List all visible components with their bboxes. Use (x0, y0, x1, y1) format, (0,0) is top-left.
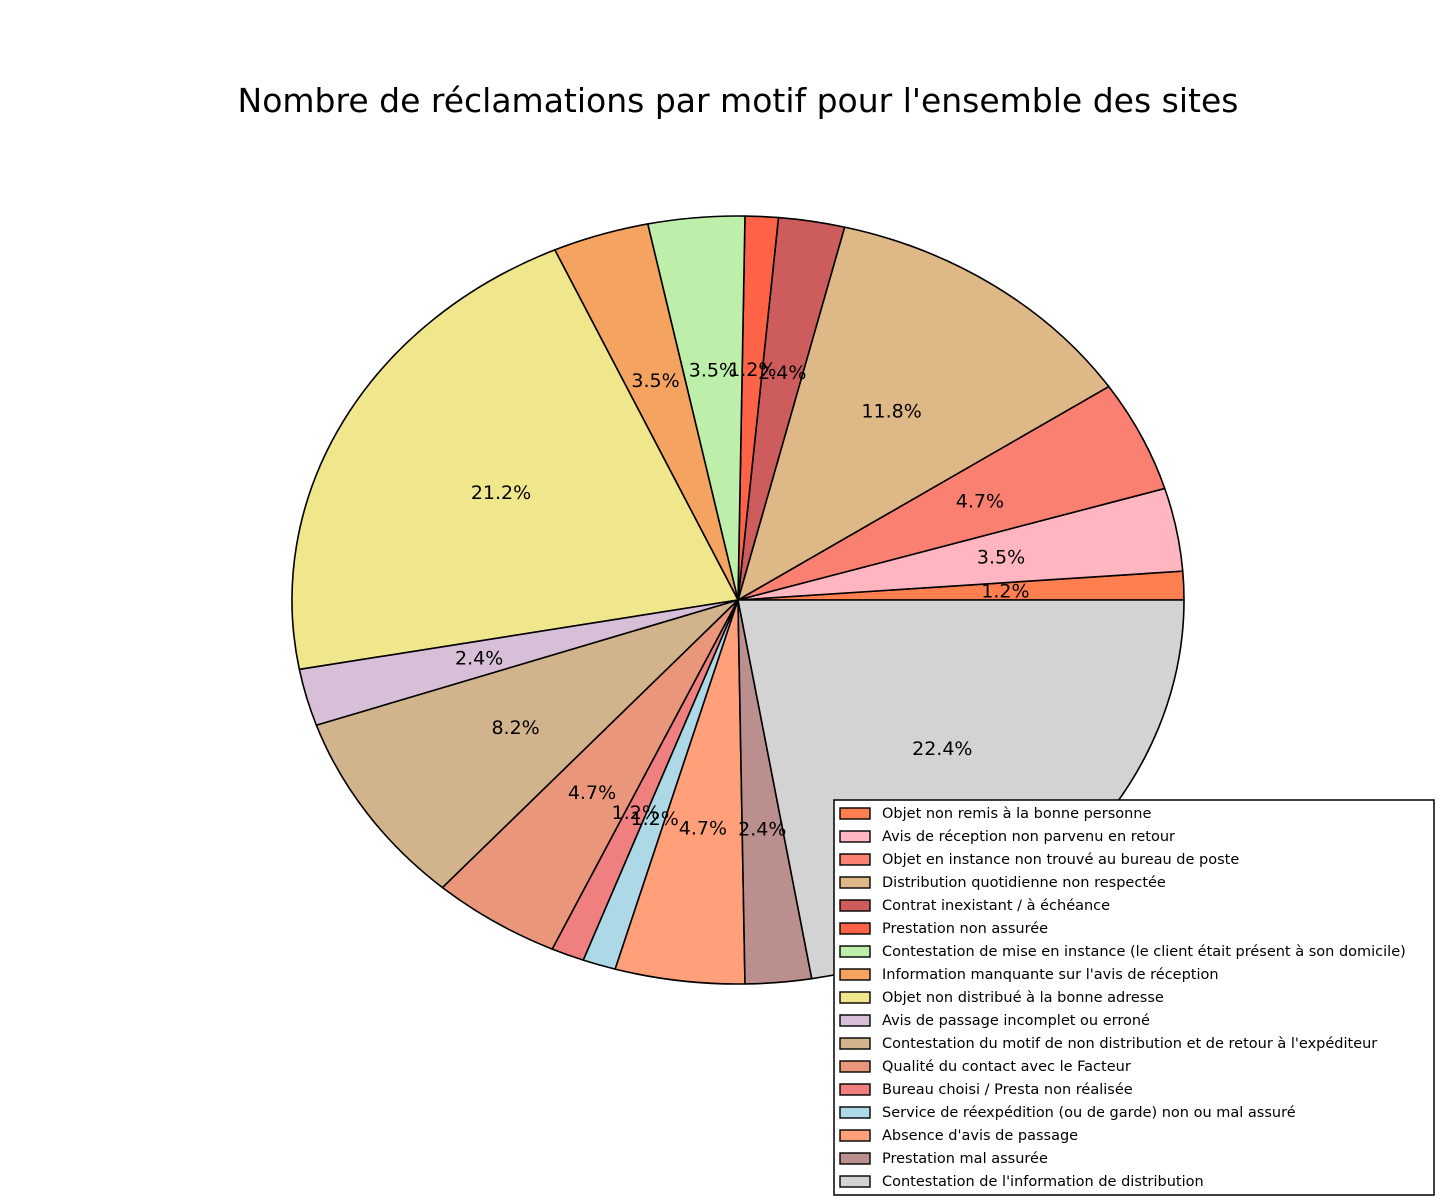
legend-label: Information manquante sur l'avis de réce… (882, 967, 1219, 983)
pie-percent-labels: 1.2%3.5%4.7%11.8%2.4%1.2%3.5%3.5%21.2%2.… (455, 359, 1029, 841)
legend-swatch (839, 899, 871, 912)
legend-swatch (839, 1106, 871, 1119)
slice-percent-label: 1.2% (612, 802, 660, 824)
slice-percent-label: 8.2% (491, 717, 539, 739)
legend-label: Service de réexpédition (ou de garde) no… (882, 1105, 1296, 1121)
legend-swatch (839, 1129, 871, 1142)
pie-slice (291, 249, 739, 671)
legend-swatch (839, 1175, 871, 1188)
legend-swatch (839, 830, 871, 843)
slice-percent-label: 4.7% (568, 782, 616, 804)
legend-items: Objet non remis à la bonne personne Avis … (839, 806, 1406, 1190)
slice-percent-label: 2.4% (455, 648, 503, 670)
legend-swatch (839, 968, 871, 981)
legend-label: Objet non remis à la bonne personne (882, 806, 1151, 822)
slice-percent-label: 2.4% (738, 818, 786, 840)
legend-label: Objet en instance non trouvé au bureau d… (882, 852, 1239, 868)
slice-percent-label: 3.5% (977, 547, 1025, 569)
legend-label: Contestation de mise en instance (le cli… (882, 944, 1406, 960)
legend-label: Prestation non assurée (882, 921, 1048, 937)
legend-label: Contestation de l'information de distrib… (882, 1174, 1204, 1190)
slice-percent-label: 3.5% (689, 360, 737, 382)
legend-swatch (839, 876, 871, 889)
slice-percent-label: 1.2% (728, 359, 776, 381)
slice-percent-label: 2.4% (758, 362, 806, 384)
slice-percent-label: 1.2% (981, 580, 1029, 602)
legend-label: Avis de réception non parvenu en retour (882, 829, 1175, 845)
legend-label: Distribution quotidienne non respectée (882, 875, 1166, 891)
chart-title: Nombre de réclamations par motif pour l'… (238, 81, 1239, 120)
legend-swatch (839, 1060, 871, 1073)
legend-label: Objet non distribué à la bonne adresse (882, 990, 1164, 1006)
pie-slice (315, 599, 739, 889)
legend-swatch (839, 945, 871, 958)
slice-percent-label: 4.7% (956, 490, 1004, 512)
legend-swatch (839, 1083, 871, 1096)
legend-swatch (839, 1037, 871, 1050)
slice-percent-label: 4.7% (679, 817, 727, 839)
pie-slices (291, 215, 1185, 985)
legend-label: Avis de passage incomplet ou erroné (882, 1013, 1150, 1029)
legend-label: Bureau choisi / Presta non réalisée (882, 1082, 1133, 1098)
slice-percent-label: 11.8% (861, 400, 921, 422)
slice-percent-label: 21.2% (471, 482, 531, 504)
slice-percent-label: 3.5% (631, 370, 679, 392)
legend-label: Contestation du motif de non distributio… (882, 1036, 1377, 1052)
legend-swatch (839, 922, 871, 935)
legend-swatch (839, 853, 871, 866)
legend-swatch (839, 1014, 871, 1027)
legend-box (833, 799, 1435, 1196)
legend: Objet non remis à la bonne personne Avis … (833, 799, 1435, 1196)
legend-swatch (839, 1152, 871, 1165)
legend-label: Absence d'avis de passage (882, 1128, 1078, 1144)
slice-percent-label: 1.2% (631, 808, 679, 830)
legend-swatch (839, 807, 871, 820)
legend-label: Qualité du contact avec le Facteur (882, 1059, 1131, 1075)
pie-slice (737, 226, 1110, 601)
slice-percent-label: 22.4% (912, 738, 972, 760)
legend-swatch (839, 991, 871, 1004)
legend-label: Contrat inexistant / à échéance (882, 898, 1110, 914)
legend-label: Prestation mal assurée (882, 1151, 1048, 1167)
